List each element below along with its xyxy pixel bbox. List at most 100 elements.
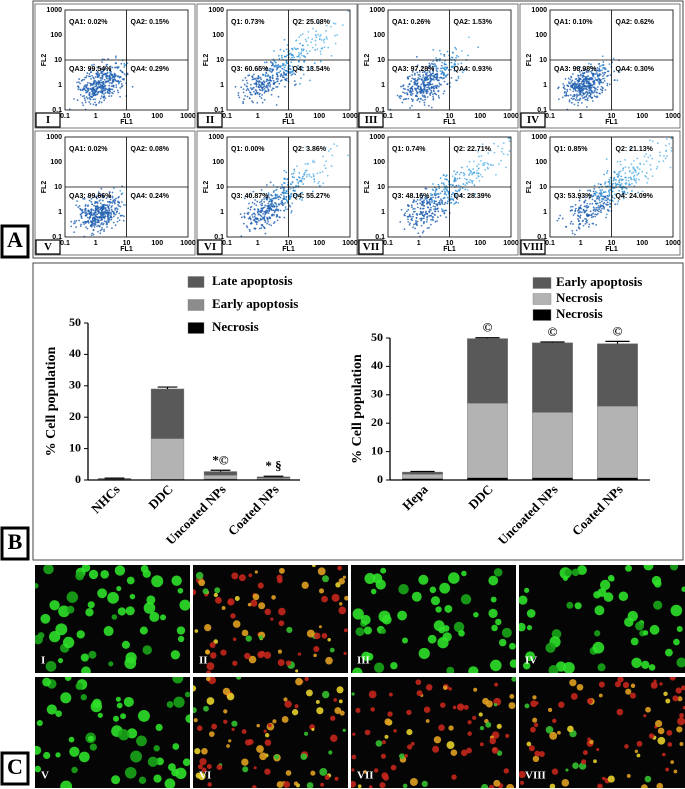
- event-dot: [102, 200, 104, 202]
- event-dot: [429, 77, 431, 79]
- cell: [125, 652, 136, 663]
- event-dot: [425, 84, 427, 86]
- cell: [446, 667, 454, 675]
- cell: [485, 722, 491, 728]
- event-dot: [117, 201, 119, 203]
- event-dot: [308, 173, 310, 175]
- event-dot: [91, 75, 93, 77]
- event-dot: [261, 207, 263, 209]
- event-dot: [269, 86, 271, 88]
- event-dot: [98, 86, 100, 88]
- cell: [391, 765, 397, 771]
- event-dot: [568, 81, 570, 83]
- event-dot: [310, 41, 312, 43]
- cell: [593, 759, 597, 763]
- cell: [136, 736, 147, 747]
- event-dot: [671, 137, 673, 139]
- event-dot: [604, 89, 606, 91]
- event-dot: [96, 225, 98, 227]
- x-tick-label: 1: [256, 240, 260, 247]
- cell: [198, 579, 205, 586]
- event-dot: [425, 92, 427, 94]
- event-dot: [256, 79, 258, 81]
- event-dot: [243, 88, 245, 90]
- event-dot: [251, 100, 253, 102]
- event-dot: [271, 94, 273, 96]
- cell: [533, 756, 539, 762]
- x-tick-label: 0.1: [60, 240, 70, 247]
- cell: [339, 578, 345, 584]
- event-dot: [290, 61, 292, 63]
- event-dot: [283, 190, 285, 192]
- cell: [419, 648, 430, 659]
- event-dot: [428, 210, 430, 212]
- event-dot: [414, 228, 416, 230]
- event-dot: [403, 84, 405, 86]
- event-dot: [404, 92, 406, 94]
- event-dot: [443, 174, 445, 176]
- event-dot: [603, 174, 605, 176]
- event-dot: [614, 203, 616, 205]
- event-dot: [441, 182, 443, 184]
- quadrant-label: Q4: 24.09%: [616, 193, 654, 200]
- event-dot: [262, 74, 264, 76]
- event-dot: [403, 99, 405, 101]
- event-dot: [299, 57, 301, 59]
- cell: [246, 635, 252, 641]
- event-dot: [414, 82, 416, 84]
- event-dot: [435, 208, 437, 210]
- event-dot: [576, 99, 578, 101]
- event-dot: [419, 218, 421, 220]
- x-tick-label: 0.1: [383, 113, 393, 120]
- event-dot: [103, 82, 105, 84]
- event-dot: [273, 190, 275, 192]
- event-dot: [108, 221, 110, 223]
- cell: [232, 661, 237, 666]
- cell: [344, 596, 349, 601]
- cell: [435, 606, 441, 612]
- event-dot: [114, 73, 116, 75]
- cell: [617, 709, 624, 716]
- event-dot: [298, 36, 300, 38]
- cell: [387, 711, 392, 716]
- event-dot: [462, 183, 464, 185]
- cell: [319, 768, 327, 776]
- event-dot: [639, 168, 641, 170]
- image-label: V: [41, 770, 49, 782]
- cell: [49, 600, 59, 610]
- cell: [307, 782, 314, 789]
- cell: [393, 729, 396, 732]
- event-dot: [90, 211, 92, 213]
- y-tick-label: 100: [50, 159, 62, 166]
- event-dot: [432, 78, 434, 80]
- y-tick-label: 100: [373, 159, 385, 166]
- event-dot: [453, 170, 455, 172]
- x-axis-label: FL1: [282, 119, 295, 126]
- event-dot: [295, 83, 297, 85]
- event-dot: [303, 174, 305, 176]
- event-dot: [291, 54, 293, 56]
- event-dot: [101, 85, 103, 87]
- event-dot: [431, 213, 433, 215]
- event-dot: [292, 181, 294, 183]
- event-dot: [608, 192, 610, 194]
- event-dot: [404, 228, 406, 230]
- y-tick-label: 1000: [369, 7, 385, 14]
- event-dot: [268, 197, 270, 199]
- event-dot: [253, 83, 255, 85]
- event-dot: [73, 223, 75, 225]
- event-dot: [583, 201, 585, 203]
- cell: [674, 770, 678, 774]
- cell: [88, 651, 96, 659]
- event-dot: [498, 163, 500, 165]
- cell: [637, 754, 641, 758]
- event-dot: [575, 85, 577, 87]
- event-dot: [480, 160, 482, 162]
- event-dot: [263, 211, 265, 213]
- cell: [390, 662, 397, 669]
- event-dot: [568, 95, 570, 97]
- x-tick-label: 0.1: [60, 113, 70, 120]
- cell: [534, 723, 538, 727]
- event-dot: [238, 92, 240, 94]
- cell: [567, 726, 574, 733]
